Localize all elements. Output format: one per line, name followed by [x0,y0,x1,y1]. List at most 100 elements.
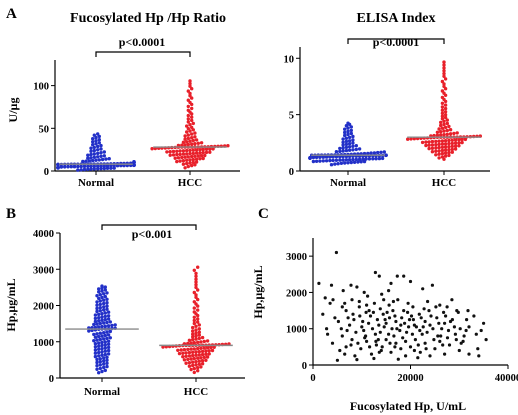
data-point-normal [106,352,111,356]
data-point-hcc [171,149,176,154]
data-point [479,328,483,333]
data-point-hcc [181,162,186,166]
data-point-hcc [447,148,451,152]
data-point-normal [109,166,113,170]
data-point-hcc [453,144,458,148]
data-point [385,310,389,314]
data-point-normal [93,351,98,355]
data-point-hcc [202,346,206,350]
data-point [358,314,362,318]
data-point [421,325,425,329]
data-point-normal [100,324,104,329]
data-point [373,270,377,275]
data-point-normal [105,297,109,301]
data-point-normal [92,133,97,137]
data-point-normal [99,166,103,171]
panel-b-plot: 0 1000 2000 3000 4000 [33,224,245,385]
data-point-hcc [212,345,216,349]
data-point [407,325,411,329]
data-point-hcc [196,288,200,292]
data-point-hcc [194,360,198,364]
data-point-hcc [165,150,169,154]
data-point-normal [336,162,340,166]
data-point-normal [92,167,97,171]
data-point [355,358,359,362]
data-point-hcc [191,335,195,339]
data-point-hcc [209,345,213,350]
data-point-normal [99,154,103,158]
data-point-normal [331,155,335,159]
data-point-hcc [180,155,184,160]
data-point-normal [103,311,108,315]
panel-a2-plot: 0 5 10 [284,38,490,178]
data-point [343,301,347,305]
data-point-normal [347,135,352,140]
data-point-normal [72,165,77,169]
data-point-normal [346,132,350,137]
data-point-normal [103,349,108,353]
data-point-normal [98,337,103,342]
data-point [328,301,332,305]
data-point-hcc [194,271,198,276]
data-point-normal [112,166,116,170]
data-point-hcc [440,145,445,149]
data-point-hcc [200,349,205,354]
data-point-normal [371,157,375,161]
data-point [388,341,392,345]
data-point [431,327,435,331]
data-point [355,285,359,289]
data-point [399,323,403,327]
y-tick-label: 0 [289,167,294,178]
data-point-normal [89,167,93,171]
data-point [408,279,413,284]
data-point-hcc [440,117,445,121]
data-point [393,314,397,318]
data-point-hcc [434,139,438,144]
data-point-hcc [197,323,201,327]
data-point [350,338,354,342]
data-point-normal [93,313,98,317]
data-point [382,325,386,329]
data-point [442,310,446,314]
data-point-hcc [226,144,230,148]
data-point [427,309,431,313]
data-point [439,334,443,338]
data-point-hcc [440,79,445,84]
panel-a2-xtick-hcc: HCC [432,177,457,189]
data-point-normal [93,342,98,346]
data-point-hcc [198,151,202,155]
y-tick-label: 3000 [286,252,307,263]
data-point [331,298,335,302]
data-point [376,338,380,342]
data-point-normal [95,309,99,314]
data-point-normal [351,148,355,152]
data-point-normal [97,371,101,375]
data-point-hcc [409,137,413,141]
data-point-normal [102,359,106,363]
data-point-normal [76,164,80,169]
data-point-hcc [440,111,445,116]
data-point-hcc [199,154,204,158]
data-point-hcc [173,156,177,160]
panel-a2-title: ELISA Index [357,11,436,26]
data-point-normal [102,301,106,306]
data-point [367,309,371,313]
panel-a2-pvalue: p<0.0001 [373,35,420,49]
data-point-normal [100,353,104,357]
data-point-normal [98,299,103,303]
data-point-normal [379,150,383,154]
data-point [370,327,375,331]
data-point-hcc [447,138,451,143]
data-point-normal [334,155,339,159]
data-point-hcc [171,153,176,157]
data-point [421,287,425,291]
data-point-hcc [427,140,431,144]
data-point-hcc [187,361,192,365]
data-point-normal [56,165,60,169]
data-point-hcc [194,283,198,287]
data-point-hcc [190,118,194,123]
data-point-normal [98,321,103,326]
data-point [404,339,408,343]
data-point-hcc [443,106,448,111]
data-point-hcc [440,148,445,153]
